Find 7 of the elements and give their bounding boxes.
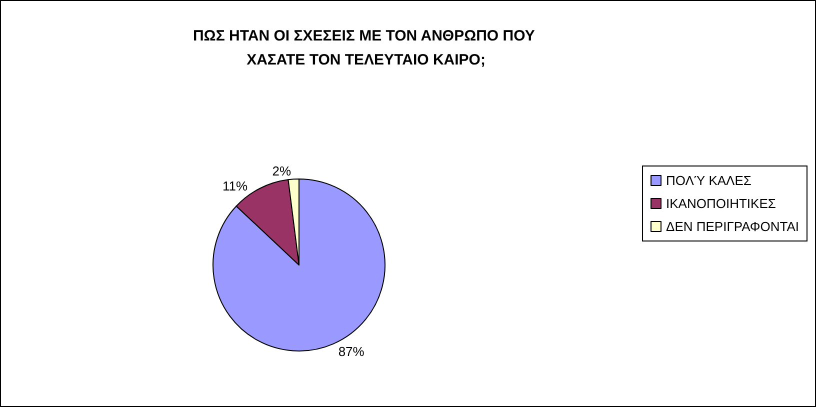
legend-label: ΠΟΛΎ ΚΑΛΕΣ [666,173,752,188]
legend-label: ΔΕΝ ΠΕΡΙΓΡΑΦΟΝΤΑΙ [666,219,800,234]
legend-label: ΙΚΑΝΟΠΟΙΗΤΙΚΕΣ [666,196,776,211]
chart-title: ΠΩΣ ΗΤΑΝ ΟΙ ΣΧΕΣΕΙΣ ΜΕ ΤΟΝ ΑΝΘΡΩΠΟ ΠΟΥ ΧΑΣΑΤΕ ΤΟΝ ΤΕΛΕΥΤΑΙΟ ΚΑΙΡΟ; [192,28,540,68]
data-label: 11% [222,178,248,194]
data-label: 2% [272,164,292,179]
data-label: 87% [338,344,365,359]
